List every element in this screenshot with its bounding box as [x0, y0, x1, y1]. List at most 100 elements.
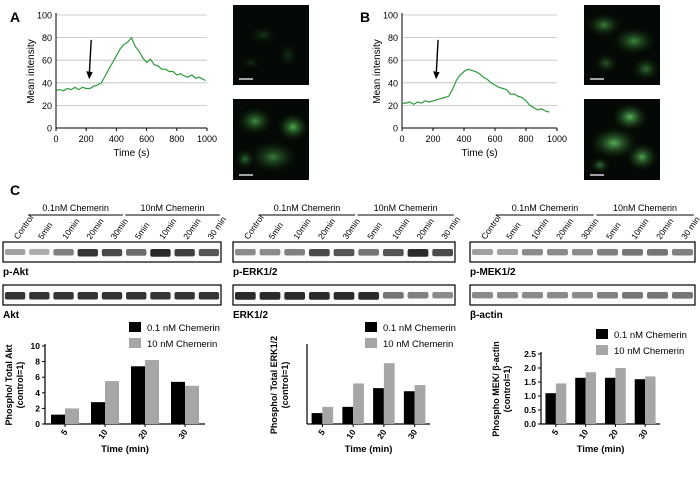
y-tick-label-akt: 0	[35, 419, 40, 429]
x-tick-label-a: 1000	[197, 134, 217, 144]
blot-band	[622, 249, 643, 256]
blot-band	[308, 292, 330, 300]
x-tick-label-a: 0	[53, 134, 58, 144]
bar-akt	[145, 360, 159, 424]
y-tick-label-mek: 0.5	[524, 405, 536, 415]
blot-label-bottom: Akt	[3, 310, 20, 321]
lane-label-time: 10min	[629, 216, 651, 241]
blot-band	[198, 292, 220, 300]
y-tick-label-b: 40	[388, 78, 398, 88]
blot-band	[150, 249, 171, 257]
blot-band	[150, 292, 171, 300]
bar-chart-erk: 5 10 20 30 Time (min) Phospho/ Total ERK1/2 (c…	[269, 322, 456, 455]
bar-mek	[545, 393, 556, 424]
blot-band	[432, 249, 454, 257]
lane-label-time: 30 min	[205, 214, 228, 241]
legend-swatch-erk	[365, 338, 377, 348]
lane-label-time: 20min	[414, 216, 436, 241]
x-axis-label-akt: Time (min)	[101, 444, 149, 455]
y-axis-label-akt: (control=1)	[15, 362, 25, 409]
bar-erk	[353, 383, 364, 424]
y-tick-label-a: 0	[47, 124, 52, 134]
lane-label-time: 20min	[84, 216, 106, 241]
blot-band	[4, 292, 26, 300]
x-tick-label-mek: 20	[606, 427, 620, 441]
blot-band	[547, 292, 568, 299]
blot-band	[358, 249, 380, 256]
series-line-b	[402, 68, 550, 113]
blot-band	[101, 249, 123, 257]
bar-akt	[171, 381, 185, 424]
blot-band	[522, 292, 543, 299]
panel-label-a: A	[10, 9, 20, 25]
blot-panel-1: Control 5min 10min 20min 30min 5min 10min 20min…	[2, 203, 228, 321]
lane-label-time: 5min	[133, 220, 152, 241]
x-axis-label-a: Time (s)	[113, 148, 149, 159]
lane-label-time: 5min	[266, 220, 285, 241]
lane-label-time: 5min	[36, 220, 55, 241]
blot-band	[647, 249, 668, 256]
blot-band	[597, 249, 618, 256]
bar-erk	[414, 385, 426, 424]
panel-label-b: B	[360, 9, 370, 25]
y-axis-label-b: Mean intensity	[372, 39, 383, 103]
legend-swatch-mek	[596, 345, 608, 355]
blot-band	[407, 292, 429, 299]
blot-band	[472, 292, 493, 299]
blot-band	[77, 249, 98, 257]
blot-label-top: p-MEK1/2	[470, 267, 516, 278]
x-tick-label-erk: 10	[344, 427, 358, 441]
y-tick-label-b: 20	[388, 101, 398, 111]
lane-label-time: 5min	[504, 220, 523, 241]
treatment-group-label: 10nM Chemerin	[613, 203, 677, 213]
blot-band	[174, 292, 195, 300]
annotation-arrowhead-a	[86, 71, 93, 80]
legend-label-akt: 10 nM Chemerin	[147, 339, 217, 350]
bar-mek	[634, 379, 646, 424]
bar-mek	[585, 372, 597, 424]
blot-band	[126, 292, 147, 300]
blot-band	[234, 249, 256, 256]
x-tick-label-a: 200	[79, 134, 94, 144]
y-axis-label-mek: (control=1)	[502, 366, 512, 413]
blot-band	[597, 292, 618, 299]
lane-label-time: 5min	[365, 220, 384, 241]
lane-label-time: 5min	[604, 220, 623, 241]
legend-label-mek: 10 nM Chemerin	[614, 346, 684, 357]
lane-label-time: 30 min	[439, 214, 462, 241]
blot-band	[53, 292, 74, 300]
micrograph-b-bottom	[584, 99, 660, 180]
blot-band	[174, 249, 195, 257]
treatment-group-label: 10nM Chemerin	[374, 203, 438, 213]
bar-erk	[383, 363, 395, 424]
treatment-group-label: 0.1nM Chemerin	[512, 203, 579, 213]
blot-band	[77, 292, 98, 300]
bar-erk	[373, 388, 384, 424]
bar-chart-akt: 0 2 4 6 8 10 5 10 20 30 Time (min) Phospho/ Total A…	[4, 322, 220, 455]
x-tick-label-mek: 10	[577, 427, 591, 441]
treatment-group-label: 0.1nM Chemerin	[42, 203, 109, 213]
x-tick-label-erk: 5	[316, 427, 327, 437]
bar-akt	[131, 366, 145, 424]
y-tick-label-b: 0	[393, 124, 398, 134]
micrograph-a-top	[233, 5, 309, 85]
x-tick-label-erk: 20	[375, 427, 389, 441]
lane-label-time: 10min	[390, 216, 412, 241]
x-tick-label-a: 800	[169, 134, 184, 144]
blot-label-bottom: β-actin	[470, 310, 503, 321]
blot-label-top: p-ERK1/2	[233, 267, 278, 278]
blot-band	[259, 249, 281, 256]
y-tick-label-a: 80	[42, 33, 52, 43]
legend-label-akt: 0.1 nM Chemerin	[147, 323, 220, 334]
bar-akt	[91, 402, 105, 424]
blot-band	[126, 249, 147, 256]
x-tick-label-b: 400	[456, 134, 471, 144]
y-tick-label-akt: 8	[35, 357, 40, 367]
bar-akt	[105, 381, 119, 424]
x-axis-label-erk: Time (min)	[345, 444, 393, 455]
x-tick-label-akt: 20	[136, 427, 150, 441]
bar-erk	[322, 406, 334, 424]
x-tick-label-erk: 30	[406, 427, 420, 441]
